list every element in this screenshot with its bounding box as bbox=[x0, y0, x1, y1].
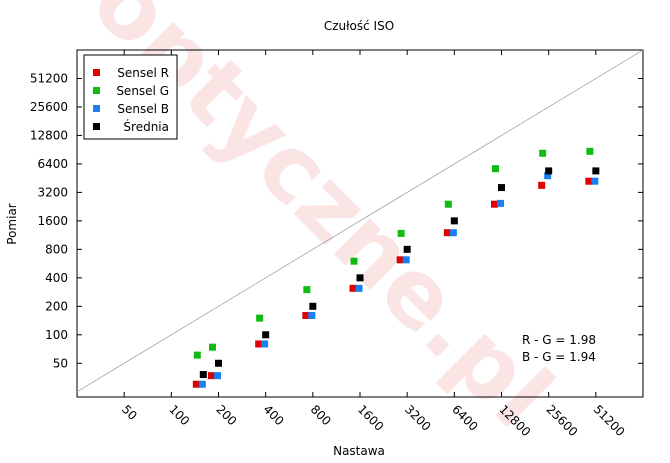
y-axis-label: Pomiar bbox=[5, 203, 19, 245]
legend-swatch bbox=[93, 123, 100, 130]
y-tick-label: 800 bbox=[45, 242, 68, 256]
y-tick-label: 1600 bbox=[37, 214, 68, 228]
data-points bbox=[192, 147, 600, 388]
legend-label: Sensel G bbox=[116, 84, 169, 98]
data-point bbox=[208, 372, 215, 380]
x-tick-label: 3200 bbox=[402, 402, 433, 433]
data-point bbox=[450, 217, 458, 225]
legend-swatch bbox=[93, 87, 100, 94]
x-tick-label: 50 bbox=[119, 402, 140, 423]
data-point bbox=[449, 229, 457, 237]
y-tick-label: 200 bbox=[45, 299, 68, 313]
x-axis-label: Nastawa bbox=[333, 444, 385, 458]
data-point bbox=[356, 274, 364, 282]
data-point bbox=[308, 311, 316, 319]
data-point bbox=[443, 229, 451, 237]
x-tick-label: 200 bbox=[213, 402, 239, 428]
data-point bbox=[198, 380, 206, 388]
legend-swatch bbox=[93, 105, 100, 112]
y-tick-label: 12800 bbox=[30, 128, 68, 142]
reference-line bbox=[76, 49, 644, 393]
data-point bbox=[262, 331, 270, 339]
data-point bbox=[544, 172, 552, 180]
legend-label: Sensel B bbox=[117, 102, 169, 116]
data-point bbox=[403, 245, 411, 253]
data-point bbox=[209, 343, 216, 351]
y-axis: 50 100 200 400 800 1600 3200 6400 12800 25600 5120… bbox=[30, 71, 643, 370]
data-point bbox=[444, 200, 452, 208]
legend-label: Sensel R bbox=[117, 66, 169, 80]
annotations: R - G = 1.98 B - G = 1.94 bbox=[522, 333, 596, 364]
data-point bbox=[585, 177, 593, 185]
x-tick-label: 800 bbox=[308, 402, 334, 428]
data-point bbox=[255, 340, 263, 348]
data-point bbox=[592, 167, 600, 175]
data-point bbox=[349, 284, 357, 292]
x-tick-label: 51200 bbox=[591, 402, 628, 439]
data-point bbox=[302, 311, 310, 319]
data-point bbox=[586, 147, 594, 155]
data-point bbox=[261, 340, 269, 348]
y-tick-label: 50 bbox=[53, 356, 68, 370]
y-tick-label: 6400 bbox=[37, 157, 68, 171]
data-point bbox=[303, 286, 311, 294]
y-tick-label: 25600 bbox=[30, 100, 68, 114]
chart-title: Czułość ISO bbox=[324, 19, 394, 33]
data-point bbox=[355, 284, 363, 292]
data-point bbox=[396, 256, 404, 264]
data-point bbox=[214, 372, 221, 380]
data-point bbox=[491, 200, 498, 208]
y-tick-label: 3200 bbox=[37, 185, 68, 199]
annotation-b-g: B - G = 1.94 bbox=[522, 350, 596, 364]
y-tick-label: 400 bbox=[45, 271, 68, 285]
data-point bbox=[256, 314, 264, 322]
x-tick-label: 100 bbox=[166, 402, 192, 428]
data-point bbox=[309, 302, 317, 310]
y-tick-label: 51200 bbox=[30, 71, 68, 85]
x-tick-label: 400 bbox=[261, 402, 287, 428]
x-tick-label: 1600 bbox=[355, 402, 386, 433]
data-point bbox=[492, 165, 499, 173]
data-point bbox=[538, 181, 546, 189]
data-point bbox=[397, 229, 405, 237]
data-point bbox=[215, 359, 222, 367]
data-point bbox=[402, 256, 410, 264]
data-point bbox=[539, 149, 547, 157]
data-point bbox=[497, 199, 504, 207]
data-point bbox=[199, 371, 207, 379]
x-tick-label: 25600 bbox=[544, 402, 581, 439]
data-point bbox=[545, 167, 553, 175]
annotation-r-g: R - G = 1.98 bbox=[522, 333, 596, 347]
legend-label: Średnia bbox=[123, 119, 169, 134]
legend: Sensel R Sensel G Sensel B Średnia bbox=[83, 54, 178, 140]
data-point bbox=[192, 380, 200, 388]
data-point bbox=[350, 257, 358, 265]
data-point bbox=[498, 184, 505, 192]
legend-swatch bbox=[93, 69, 100, 76]
data-point bbox=[193, 351, 201, 359]
data-point bbox=[591, 177, 599, 185]
y-tick-label: 100 bbox=[45, 328, 68, 342]
